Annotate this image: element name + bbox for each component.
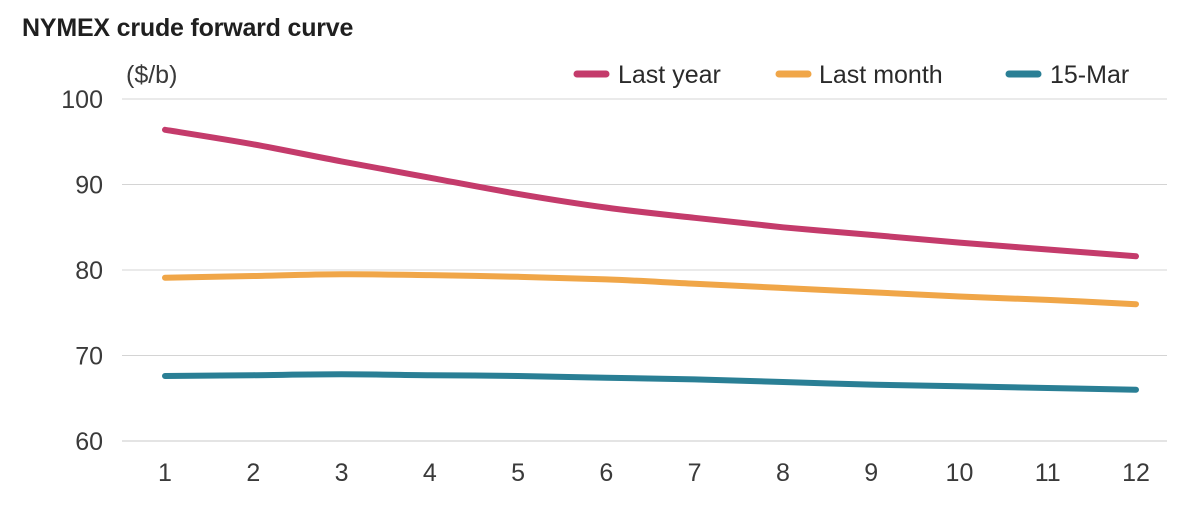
x-tick-label: 2 bbox=[246, 459, 260, 487]
series-line-15-mar bbox=[162, 371, 1139, 393]
legend-label-last-year: Last year bbox=[618, 61, 721, 89]
y-tick-label: 90 bbox=[75, 172, 103, 200]
y-tick-label: 100 bbox=[61, 86, 103, 114]
x-tick-label: 6 bbox=[599, 459, 613, 487]
y-tick-label: 60 bbox=[75, 428, 103, 456]
x-tick-label: 4 bbox=[423, 459, 437, 487]
x-tick-label: 5 bbox=[511, 459, 525, 487]
y-tick-label: 80 bbox=[75, 257, 103, 285]
y-axis-unit-label: ($/b) bbox=[126, 61, 177, 89]
x-tick-label: 9 bbox=[864, 459, 878, 487]
series-line-last-month bbox=[162, 271, 1139, 308]
series-lines bbox=[162, 126, 1139, 393]
chart-title: NYMEX crude forward curve bbox=[22, 14, 354, 42]
x-tick-label: 1 bbox=[158, 459, 172, 487]
x-tick-label: 11 bbox=[1035, 459, 1061, 487]
legend: Last year Last month 15-Mar bbox=[573, 61, 1129, 89]
y-tick-label: 70 bbox=[75, 343, 103, 371]
x-tick-label: 7 bbox=[688, 459, 702, 487]
x-tick-label: 12 bbox=[1122, 459, 1150, 487]
x-tick-label: 10 bbox=[946, 459, 974, 487]
series-line-last-year bbox=[162, 126, 1139, 260]
x-tick-label: 8 bbox=[776, 459, 790, 487]
legend-label-last-month: Last month bbox=[819, 61, 943, 89]
legend-label-15-mar: 15-Mar bbox=[1050, 61, 1129, 89]
x-tick-label: 3 bbox=[335, 459, 349, 487]
